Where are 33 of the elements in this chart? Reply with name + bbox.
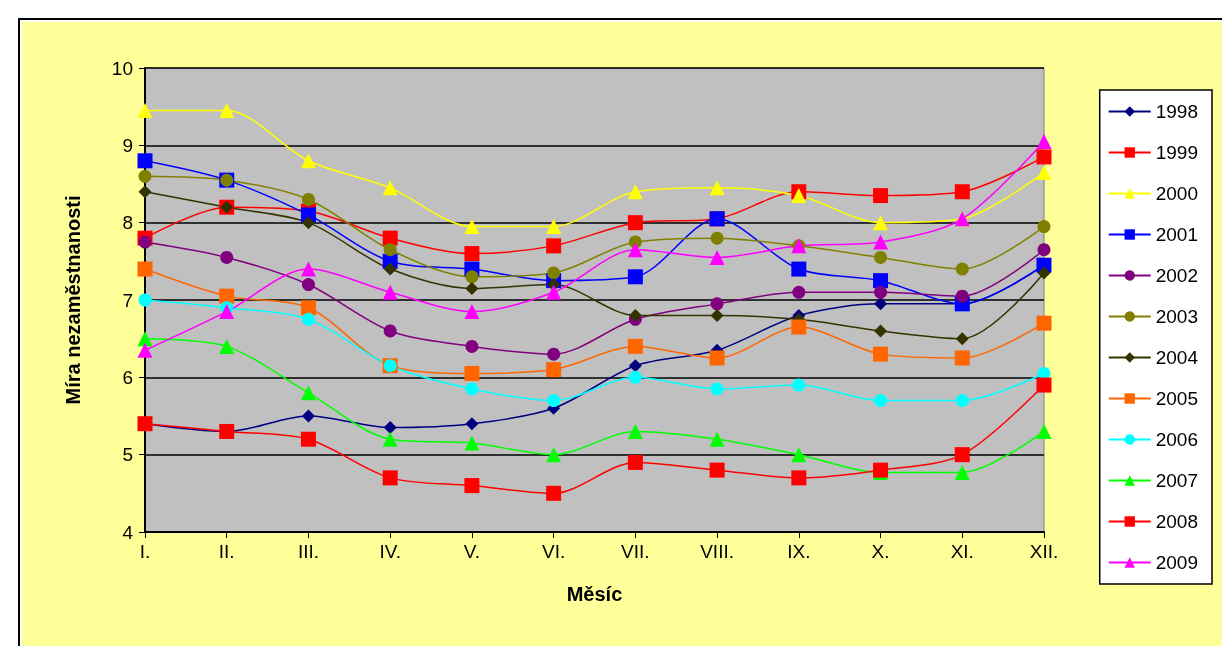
legend-label: 2003 <box>1155 306 1199 327</box>
y-tick-label: 4 <box>122 521 134 543</box>
legend-label: 2008 <box>1155 511 1199 532</box>
legend-label: 2005 <box>1155 388 1199 409</box>
x-tick-label: V. <box>463 541 481 562</box>
legend-label: 2004 <box>1155 347 1199 368</box>
x-tick-label: X. <box>871 541 890 562</box>
x-tick-label: II. <box>218 541 235 562</box>
x-tick-label: XII. <box>1029 541 1059 562</box>
x-tick-label: IV. <box>379 541 401 562</box>
legend-label: 2000 <box>1155 183 1199 204</box>
y-axis-title: Míra nezaměstnanosti <box>62 195 84 405</box>
y-tick-label: 6 <box>122 366 133 388</box>
x-tick-label: IX. <box>787 541 811 562</box>
legend-label: 2002 <box>1155 265 1199 286</box>
x-tick-label: VIII. <box>700 541 734 562</box>
legend-label: 2001 <box>1155 224 1199 245</box>
y-tick-label: 5 <box>122 444 133 466</box>
x-tick-label: I. <box>139 541 151 562</box>
legend-label: 1999 <box>1155 142 1199 163</box>
x-tick-label: VI. <box>542 541 566 562</box>
y-tick-label: 7 <box>122 289 133 311</box>
x-tick-label: III. <box>297 541 320 562</box>
legend-label: 2006 <box>1155 429 1199 450</box>
legend-label: 1998 <box>1155 101 1199 122</box>
y-tick-label: 8 <box>122 212 133 234</box>
legend-label: 2007 <box>1155 470 1199 491</box>
x-axis-title: Měsíc <box>566 583 623 605</box>
legend-label: 2009 <box>1155 552 1199 573</box>
x-tick-label: XI. <box>950 541 974 562</box>
y-tick-label: 10 <box>111 57 133 79</box>
x-tick-label: VII. <box>621 541 650 562</box>
y-tick-label: 9 <box>122 134 133 156</box>
